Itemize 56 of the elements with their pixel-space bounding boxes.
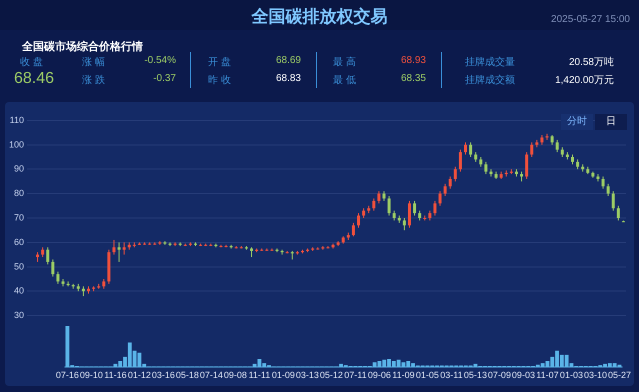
- x-tick-label: 03-11: [440, 370, 463, 380]
- x-tick-label: 05-12: [320, 370, 343, 380]
- y-tick-label: 40: [14, 286, 24, 296]
- text: 68.83: [276, 73, 301, 84]
- x-tick-label: 11-09: [392, 370, 415, 380]
- x-tick-label: 05-18: [176, 370, 199, 380]
- x-tick-label: 07-14: [200, 370, 223, 380]
- x-tick-label: 09-10: [80, 370, 103, 380]
- text: -0.54%: [144, 55, 176, 66]
- y-tick-label: 30: [14, 310, 24, 320]
- x-tick-label: 05-27: [608, 370, 631, 380]
- x-tick-label: 09-03: [512, 370, 535, 380]
- x-tick-label: 01-09: [272, 370, 295, 380]
- text: 68.93: [400, 55, 426, 66]
- text: 68.69: [276, 55, 301, 66]
- text: 最 高: [333, 56, 356, 69]
- x-tick-label: 09-08: [224, 370, 247, 380]
- text: 1,420.00万元: [555, 74, 614, 87]
- text: -0.37: [153, 73, 176, 84]
- text: 开 盘: [208, 56, 231, 69]
- x-tick-label: 09-06: [368, 370, 391, 380]
- x-tick-label: 01-05: [416, 370, 439, 380]
- x-tick-label: 11-07: [536, 370, 559, 380]
- x-tick-label: 03-13: [296, 370, 319, 380]
- text: 涨 跌: [82, 74, 105, 87]
- text: 收 盘: [20, 56, 43, 69]
- text: 全国碳市场综合价格行情: [22, 40, 143, 54]
- x-tick-label: 05-13: [464, 370, 487, 380]
- x-tick-label: 11-11: [248, 370, 270, 380]
- x-tick-label: 01-12: [128, 370, 151, 380]
- x-tick-label: 03-16: [152, 370, 175, 380]
- text: 全国碳排放权交易: [252, 7, 388, 26]
- text: 68.46: [14, 70, 54, 88]
- text: 最 低: [333, 74, 356, 87]
- x-tick-label: 11-16: [104, 370, 127, 380]
- text: 挂牌成交量: [465, 56, 515, 69]
- y-tick-label: 110: [10, 114, 24, 125]
- x-tick-label: 07-09: [488, 370, 511, 380]
- text: 昨 收: [208, 74, 231, 87]
- text: 68.35: [400, 73, 426, 84]
- y-tick-label: 90: [14, 164, 24, 174]
- x-tick-label: 03-10: [584, 370, 607, 380]
- text: 20.58万吨: [568, 56, 614, 69]
- x-tick-label: 07-16: [56, 370, 79, 380]
- annotation: 分时: [561, 114, 593, 130]
- text: 挂牌成交额: [465, 74, 515, 87]
- y-tick-label: 70: [14, 212, 24, 222]
- y-tick-label: 100: [8, 139, 24, 150]
- annotation: 日: [595, 114, 627, 130]
- x-tick-label: 01-03: [560, 370, 583, 380]
- y-tick-label: 60: [14, 236, 24, 247]
- text: 涨 幅: [82, 56, 105, 69]
- text: 2025-05-27 15:00: [551, 14, 630, 25]
- y-tick-label: 80: [14, 188, 24, 198]
- y-tick-label: 50: [14, 261, 24, 272]
- x-tick-label: 07-11: [344, 370, 367, 380]
